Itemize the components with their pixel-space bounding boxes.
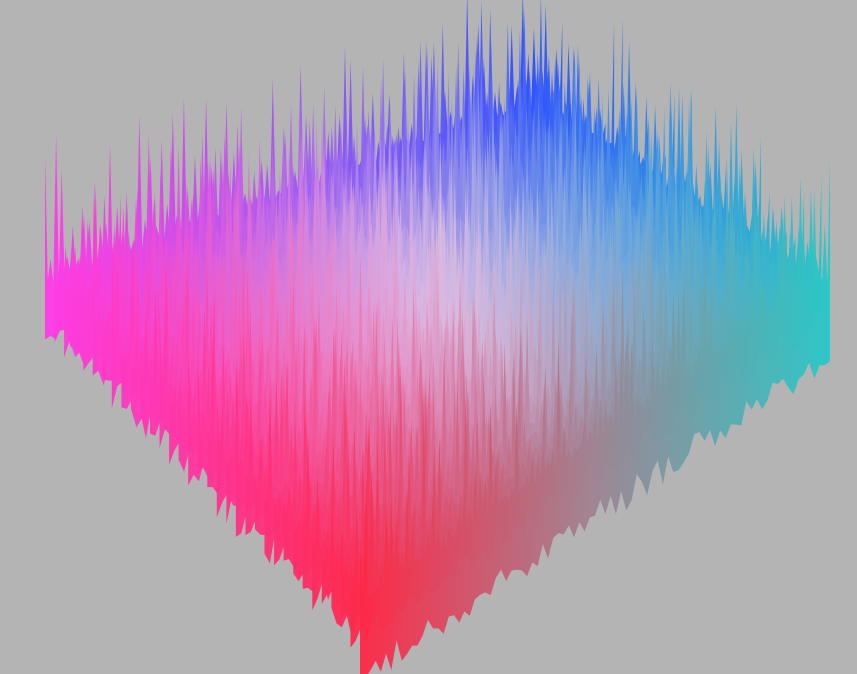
surface [45,0,830,674]
surface-row [360,158,830,674]
